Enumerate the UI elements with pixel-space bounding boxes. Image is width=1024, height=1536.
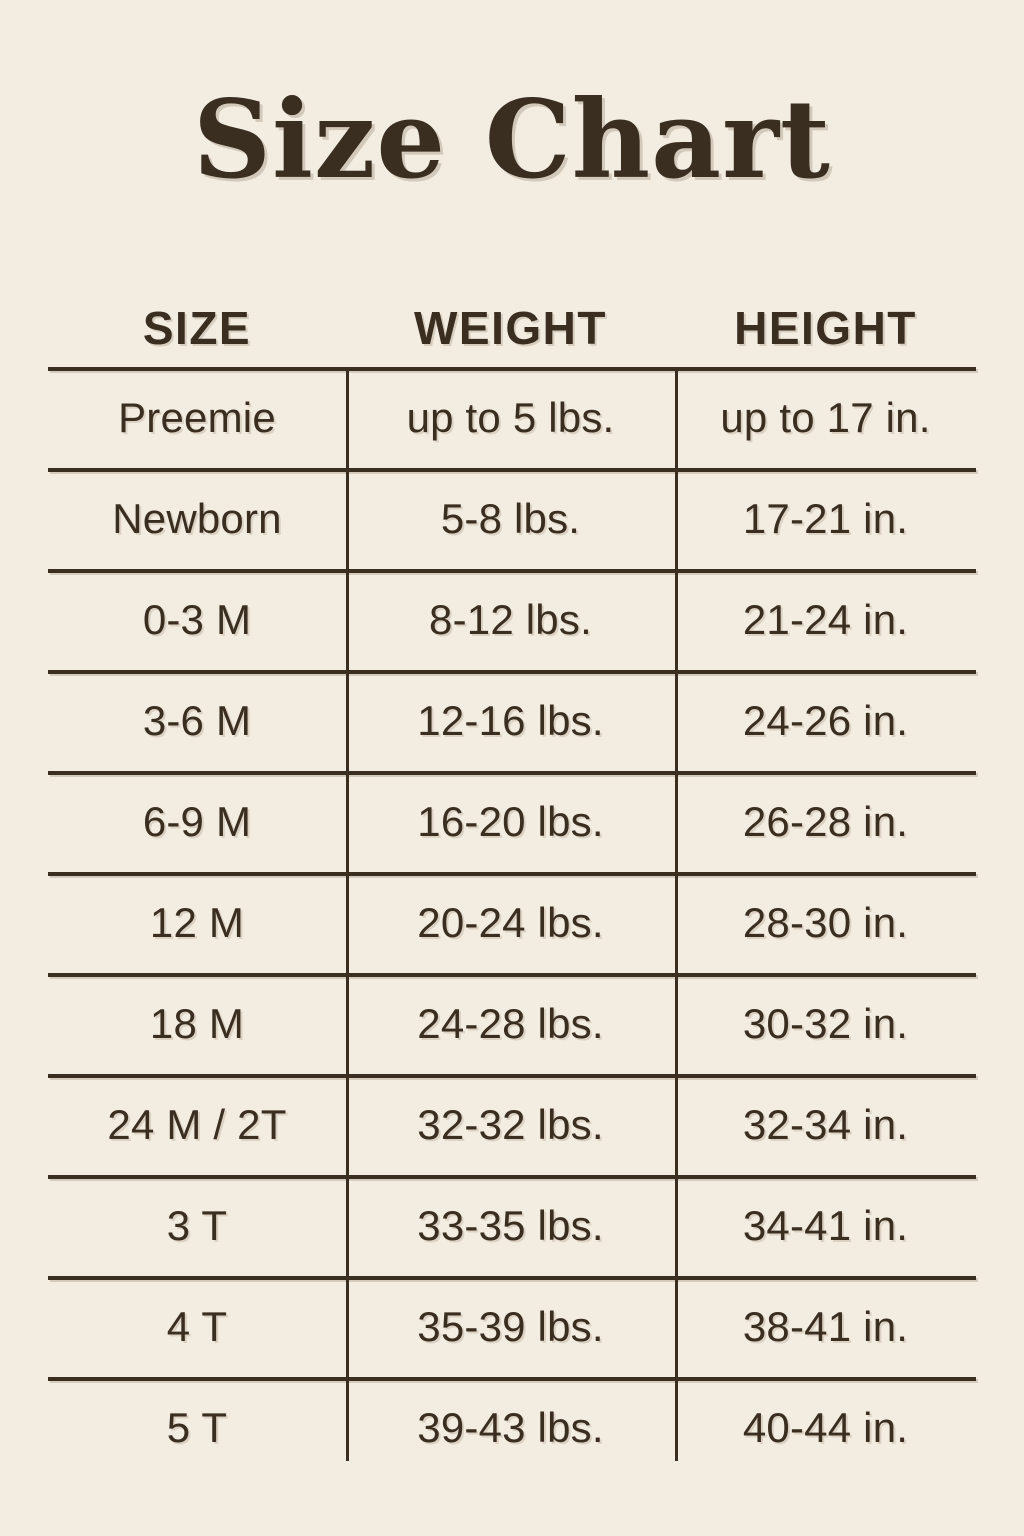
- column-divider: [675, 872, 678, 973]
- column-divider: [675, 569, 678, 670]
- column-divider: [346, 1276, 349, 1377]
- cell-weight: 39-43 lbs.: [417, 1403, 604, 1451]
- cell-height: 40-44 in.: [742, 1403, 909, 1451]
- column-divider: [346, 872, 349, 973]
- cell-size: Newborn: [112, 494, 282, 542]
- cell-weight: 8-12 lbs.: [429, 595, 592, 643]
- column-divider: [675, 973, 678, 1074]
- column-divider: [346, 670, 349, 771]
- column-divider: [346, 569, 349, 670]
- column-header-weight: WEIGHT: [414, 302, 607, 354]
- cell-weight: 24-28 lbs.: [417, 999, 604, 1047]
- cell-height: 32-34 in.: [742, 1100, 909, 1148]
- column-divider: [675, 367, 678, 468]
- table-row: 5 T 39-43 lbs. 40-44 in.: [48, 1377, 976, 1478]
- column-divider: [346, 367, 349, 468]
- table-row: 4 T 35-39 lbs. 38-41 in.: [48, 1276, 976, 1377]
- cell-height: 30-32 in.: [742, 999, 909, 1047]
- cell-size: Preemie: [118, 393, 276, 441]
- column-divider: [675, 771, 678, 872]
- cell-height: 21-24 in.: [742, 595, 909, 643]
- column-header-height: HEIGHT: [734, 302, 917, 354]
- cell-weight: 12-16 lbs.: [417, 696, 604, 744]
- column-divider: [346, 1074, 349, 1175]
- cell-size: 5 T: [166, 1403, 228, 1451]
- column-divider: [346, 973, 349, 1074]
- cell-size: 24 M / 2T: [107, 1100, 287, 1148]
- cell-weight: 35-39 lbs.: [417, 1302, 604, 1350]
- cell-height: 26-28 in.: [742, 797, 909, 845]
- table-header-row: SIZE WEIGHT HEIGHT: [48, 268, 976, 367]
- cell-weight: 33-35 lbs.: [417, 1201, 604, 1249]
- size-chart-table: SIZE WEIGHT HEIGHT Preemie up to 5 lbs. …: [48, 268, 976, 1478]
- cell-height: 28-30 in.: [742, 898, 909, 946]
- cell-weight: 32-32 lbs.: [417, 1100, 604, 1148]
- table-row: 0-3 M 8-12 lbs. 21-24 in.: [48, 569, 976, 670]
- table-row: 12 M 20-24 lbs. 28-30 in.: [48, 872, 976, 973]
- column-divider: [346, 1377, 349, 1461]
- table-row: Preemie up to 5 lbs. up to 17 in.: [48, 367, 976, 468]
- column-header-size: SIZE: [142, 302, 252, 354]
- cell-weight: up to 5 lbs.: [406, 393, 615, 441]
- cell-weight: 16-20 lbs.: [417, 797, 604, 845]
- column-divider: [675, 468, 678, 569]
- table-row: 3 T 33-35 lbs. 34-41 in.: [48, 1175, 976, 1276]
- table-row: 6-9 M 16-20 lbs. 26-28 in.: [48, 771, 976, 872]
- cell-height: 38-41 in.: [742, 1302, 909, 1350]
- column-divider: [675, 1175, 678, 1276]
- cell-height: 34-41 in.: [742, 1201, 909, 1249]
- cell-size: 18 M: [149, 999, 245, 1047]
- cell-height: 17-21 in.: [742, 494, 909, 542]
- cell-size: 0-3 M: [142, 595, 252, 643]
- cell-size: 4 T: [166, 1302, 228, 1350]
- cell-size: 12 M: [149, 898, 245, 946]
- table-row: Newborn 5-8 lbs. 17-21 in.: [48, 468, 976, 569]
- cell-height: up to 17 in.: [720, 393, 931, 441]
- column-divider: [346, 771, 349, 872]
- cell-size: 6-9 M: [142, 797, 252, 845]
- column-divider: [675, 1276, 678, 1377]
- cell-weight: 5-8 lbs.: [440, 494, 581, 542]
- cell-size: 3 T: [166, 1201, 228, 1249]
- cell-height: 24-26 in.: [742, 696, 909, 744]
- column-divider: [675, 670, 678, 771]
- table-row: 3-6 M 12-16 lbs. 24-26 in.: [48, 670, 976, 771]
- column-divider: [346, 1175, 349, 1276]
- table-row: 18 M 24-28 lbs. 30-32 in.: [48, 973, 976, 1074]
- table-row: 24 M / 2T 32-32 lbs. 32-34 in.: [48, 1074, 976, 1175]
- cell-weight: 20-24 lbs.: [417, 898, 604, 946]
- column-divider: [675, 1377, 678, 1461]
- cell-size: 3-6 M: [142, 696, 252, 744]
- column-divider: [346, 468, 349, 569]
- page-title: Size Chart: [193, 77, 831, 203]
- column-divider: [675, 1074, 678, 1175]
